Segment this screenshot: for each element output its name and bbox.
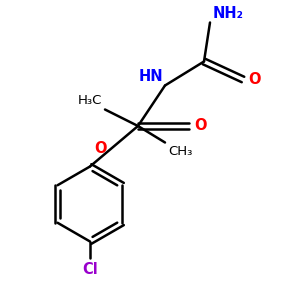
Text: CH₃: CH₃ — [168, 145, 192, 158]
Text: O: O — [94, 141, 107, 156]
Text: NH₂: NH₂ — [213, 6, 244, 21]
Text: O: O — [248, 72, 261, 87]
Text: H₃C: H₃C — [78, 94, 102, 106]
Text: O: O — [194, 118, 207, 134]
Text: HN: HN — [139, 69, 164, 84]
Text: Cl: Cl — [82, 262, 98, 277]
